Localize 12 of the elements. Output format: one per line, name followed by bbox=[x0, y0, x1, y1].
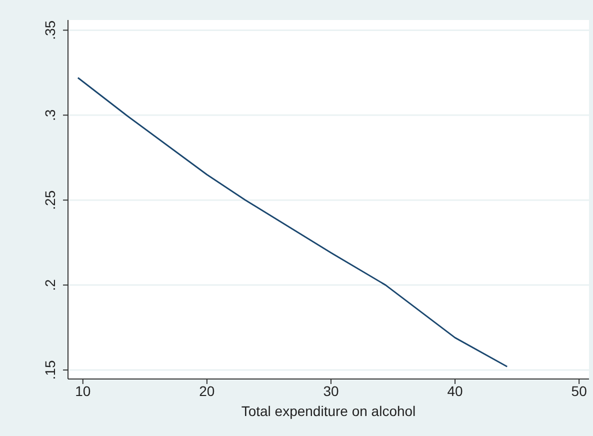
y-tick-label: .2 bbox=[42, 279, 58, 291]
line-series bbox=[77, 77, 508, 368]
y-tick-label: .35 bbox=[42, 20, 58, 40]
x-tick-label: 50 bbox=[571, 382, 588, 399]
y-tick-label: .3 bbox=[42, 109, 58, 121]
y-tick-label: .15 bbox=[42, 360, 58, 380]
y-tick-label: .25 bbox=[42, 190, 58, 210]
x-axis-title: Total expenditure on alcohol bbox=[241, 403, 416, 419]
x-tick-label: 30 bbox=[323, 382, 339, 399]
x-tick-label: 20 bbox=[199, 382, 215, 399]
x-tick-label: 40 bbox=[447, 382, 464, 399]
x-tick-label: 10 bbox=[75, 382, 91, 399]
